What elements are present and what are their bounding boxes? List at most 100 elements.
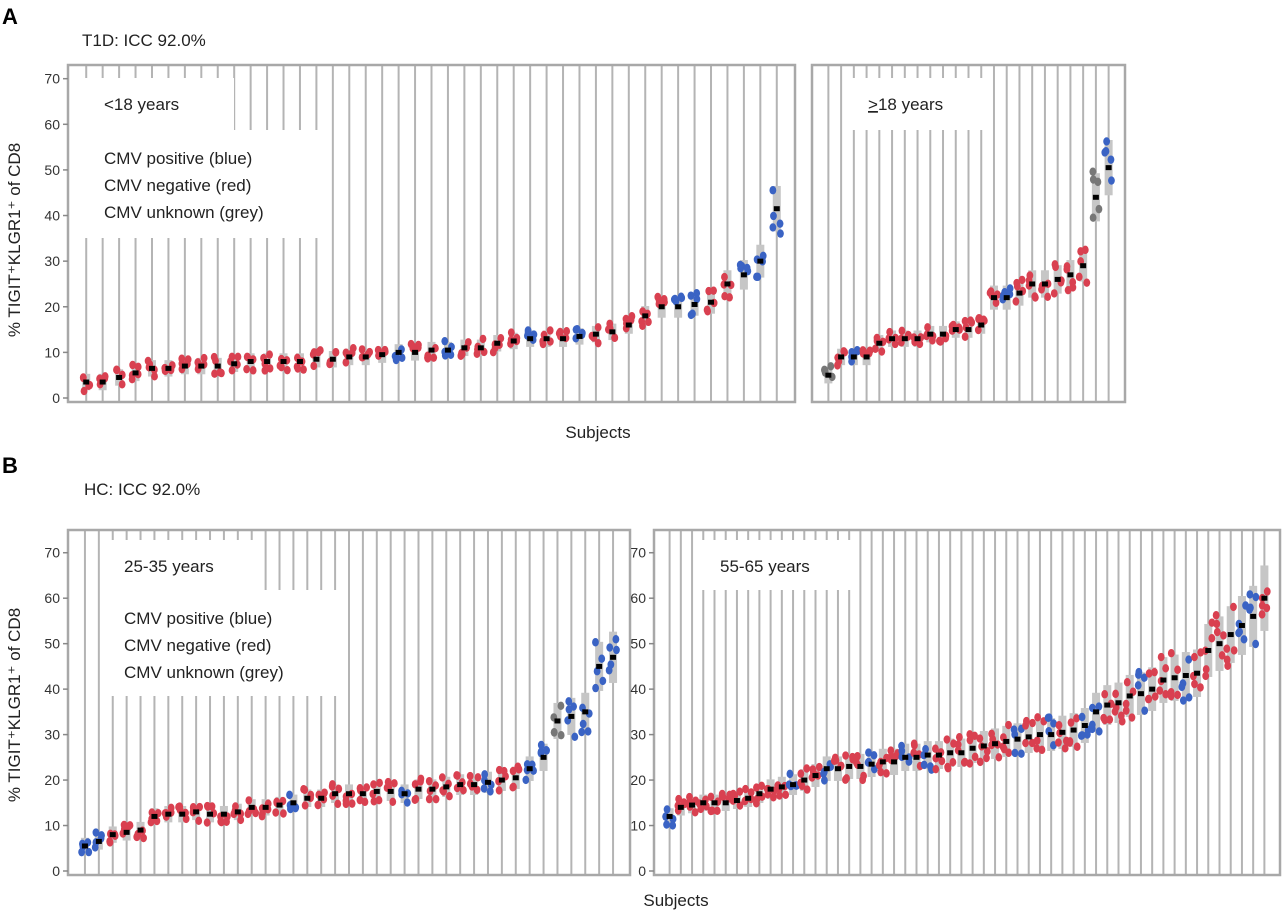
replicate-point xyxy=(361,797,369,807)
replicate-point xyxy=(550,727,558,737)
replicate-point xyxy=(189,803,197,812)
replicate-point xyxy=(243,364,251,374)
replicate-point xyxy=(936,336,943,346)
subject-median xyxy=(1041,281,1048,287)
age-label-box xyxy=(104,540,258,590)
replicate-point xyxy=(147,817,155,827)
subject-median xyxy=(461,345,468,351)
y-tick-label: 70 xyxy=(44,545,60,561)
replicate-point xyxy=(342,796,350,805)
subject-median xyxy=(992,741,999,747)
replicate-point xyxy=(663,820,670,829)
replicate-point xyxy=(272,808,280,817)
subject-median xyxy=(198,363,205,369)
replicate-point xyxy=(949,758,957,767)
replicate-point xyxy=(1156,686,1164,695)
replicate-point xyxy=(1102,147,1110,156)
subject-median xyxy=(576,333,583,339)
replicate-point xyxy=(223,817,230,826)
replicate-point xyxy=(497,334,505,343)
replicate-point xyxy=(537,740,545,750)
replicate-point xyxy=(1174,690,1181,700)
replicate-point xyxy=(1246,590,1254,599)
subject-median xyxy=(477,345,484,351)
replicate-point xyxy=(611,333,618,342)
replicate-point xyxy=(565,705,573,714)
replicate-point xyxy=(704,307,712,316)
replicate-point xyxy=(1212,611,1220,620)
replicate-point xyxy=(342,358,350,367)
replicate-point xyxy=(1033,736,1041,745)
subject-median xyxy=(1149,686,1156,692)
replicate-point xyxy=(522,775,530,785)
subject-median xyxy=(965,327,972,333)
replicate-point xyxy=(776,219,784,228)
replicate-point xyxy=(1023,716,1030,726)
replicate-point xyxy=(1044,292,1052,302)
subject-median xyxy=(395,349,402,355)
replicate-point xyxy=(594,323,602,332)
subject-median xyxy=(1003,295,1010,301)
replicate-point xyxy=(144,356,152,366)
subject-median xyxy=(675,304,682,310)
subject-median xyxy=(137,827,144,833)
y-tick-label: 20 xyxy=(44,772,60,788)
replicate-point xyxy=(1157,652,1165,662)
replicate-point xyxy=(286,790,293,800)
y-tick-label: 30 xyxy=(630,727,646,743)
replicate-point xyxy=(865,748,872,757)
legend-entry: CMV positive (blue) xyxy=(124,609,272,628)
replicate-point xyxy=(1202,665,1210,674)
replicate-point xyxy=(358,345,366,354)
replicate-point xyxy=(1095,702,1103,711)
replicate-point xyxy=(1089,213,1097,222)
replicate-point xyxy=(106,838,114,847)
replicate-point xyxy=(1033,744,1041,753)
replicate-point xyxy=(983,753,990,763)
replicate-point xyxy=(440,787,448,796)
replicate-point xyxy=(966,735,974,745)
replicate-point xyxy=(678,293,686,303)
y-tick-label: 50 xyxy=(44,636,60,652)
y-tick-label: 60 xyxy=(44,590,60,606)
replicate-point xyxy=(438,773,446,782)
replicate-point xyxy=(1235,628,1242,638)
subject-median xyxy=(247,359,254,365)
replicate-point xyxy=(1089,167,1097,176)
age-group-label: 55-65 years xyxy=(720,557,810,576)
plot-hc-55-65: 55-65 years 0 10 20 30 40 50 60 70 xyxy=(630,528,1282,879)
panel-b-x-axis-title: Subjects xyxy=(643,891,708,910)
replicate-point xyxy=(976,757,984,767)
subject-median xyxy=(724,281,731,287)
replicate-point xyxy=(1178,682,1186,692)
replicate-point xyxy=(1067,718,1075,727)
replicate-point xyxy=(655,295,663,304)
subject-median xyxy=(876,340,883,346)
replicate-point xyxy=(891,339,899,349)
age-label-box xyxy=(848,78,992,130)
replicate-point xyxy=(770,211,777,221)
subject-median xyxy=(540,754,547,760)
replicate-point xyxy=(446,791,453,801)
subject-median xyxy=(924,752,931,758)
replicate-point xyxy=(175,802,182,812)
replicate-point xyxy=(1108,176,1115,185)
subject-median xyxy=(891,759,898,765)
subject-median xyxy=(401,791,408,797)
replicate-point xyxy=(1100,713,1108,723)
replicate-point xyxy=(203,818,211,827)
subject-median xyxy=(850,354,857,360)
subject-median xyxy=(801,777,808,783)
replicate-point xyxy=(85,847,93,857)
replicate-point xyxy=(1103,137,1111,146)
legend-entry: CMV unknown (grey) xyxy=(124,663,284,682)
subject-median xyxy=(248,804,255,810)
subject-median xyxy=(1093,709,1100,715)
replicate-point xyxy=(1218,651,1226,660)
y-tick-label: 0 xyxy=(52,390,60,406)
replicate-point xyxy=(809,765,817,774)
subject-median xyxy=(1227,632,1234,638)
replicate-point xyxy=(1005,720,1012,730)
subject-median xyxy=(234,809,241,815)
subject-median xyxy=(346,354,353,360)
